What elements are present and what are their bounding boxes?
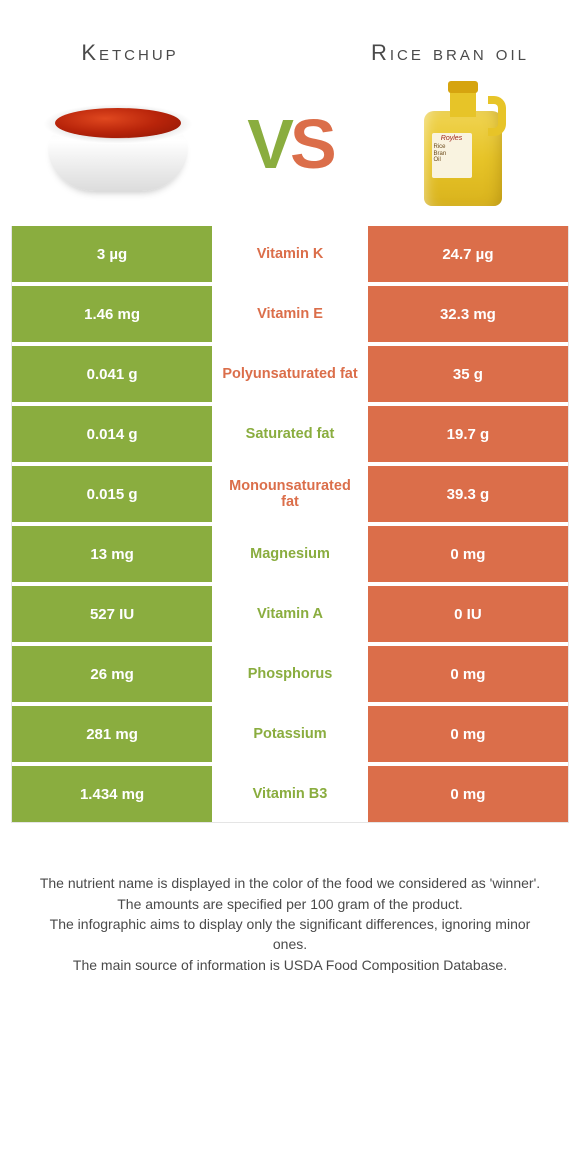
footer-line: The infographic aims to display only the… (35, 914, 545, 955)
right-value-cell: 0 mg (368, 646, 568, 702)
left-value-cell: 3 µg (12, 226, 212, 282)
right-value-cell: 19.7 g (368, 406, 568, 462)
vs-s: S (290, 105, 333, 183)
table-row: 527 IUVitamin A0 IU (12, 582, 568, 642)
left-value-cell: 0.014 g (12, 406, 212, 462)
right-value-cell: 0 mg (368, 766, 568, 822)
table-row: 1.46 mgVitamin E32.3 mg (12, 282, 568, 342)
left-value-cell: 1.434 mg (12, 766, 212, 822)
table-row: 0.015 gMonounsaturated fat39.3 g (12, 462, 568, 522)
table-row: 1.434 mgVitamin B30 mg (12, 762, 568, 822)
ketchup-bowl-icon (43, 96, 193, 191)
right-value-cell: 0 IU (368, 586, 568, 642)
nutrient-label: Vitamin A (212, 586, 368, 642)
nutrient-label: Potassium (212, 706, 368, 762)
titles-row: Ketchup Rice bran oil (0, 0, 580, 81)
left-food-image (40, 86, 195, 201)
right-value-cell: 39.3 g (368, 466, 568, 522)
nutrient-label: Phosphorus (212, 646, 368, 702)
nutrient-label: Vitamin B3 (212, 766, 368, 822)
footer-line: The nutrient name is displayed in the co… (35, 873, 545, 893)
nutrient-label: Polyunsaturated fat (212, 346, 368, 402)
nutrient-label: Monounsaturated fat (212, 466, 368, 522)
infographic-container: Ketchup Rice bran oil VS Royles Rice (0, 0, 580, 975)
right-food-image: Royles Rice Bran Oil (385, 86, 540, 201)
vs-label: VS (247, 104, 332, 184)
left-value-cell: 13 mg (12, 526, 212, 582)
table-row: 3 µgVitamin K24.7 µg (12, 226, 568, 282)
right-value-cell: 35 g (368, 346, 568, 402)
footer-line: The main source of information is USDA F… (35, 955, 545, 975)
oil-bottle-icon: Royles Rice Bran Oil (418, 81, 508, 206)
nutrient-label: Vitamin E (212, 286, 368, 342)
right-value-cell: 0 mg (368, 706, 568, 762)
images-row: VS Royles Rice Bran Oil (0, 81, 580, 226)
comparison-table: 3 µgVitamin K24.7 µg1.46 mgVitamin E32.3… (11, 226, 569, 823)
left-food-title: Ketchup (30, 40, 230, 66)
nutrient-label: Magnesium (212, 526, 368, 582)
table-row: 13 mgMagnesium0 mg (12, 522, 568, 582)
right-food-title: Rice bran oil (350, 40, 550, 66)
vs-v: V (247, 105, 290, 183)
left-value-cell: 26 mg (12, 646, 212, 702)
right-value-cell: 24.7 µg (368, 226, 568, 282)
left-value-cell: 527 IU (12, 586, 212, 642)
table-row: 0.041 gPolyunsaturated fat35 g (12, 342, 568, 402)
table-row: 281 mgPotassium0 mg (12, 702, 568, 762)
right-value-cell: 32.3 mg (368, 286, 568, 342)
nutrient-label: Vitamin K (212, 226, 368, 282)
nutrient-label: Saturated fat (212, 406, 368, 462)
left-value-cell: 0.041 g (12, 346, 212, 402)
table-row: 0.014 gSaturated fat19.7 g (12, 402, 568, 462)
footer-line: The amounts are specified per 100 gram o… (35, 894, 545, 914)
table-row: 26 mgPhosphorus0 mg (12, 642, 568, 702)
footer-notes: The nutrient name is displayed in the co… (0, 823, 580, 974)
left-value-cell: 1.46 mg (12, 286, 212, 342)
left-value-cell: 0.015 g (12, 466, 212, 522)
right-value-cell: 0 mg (368, 526, 568, 582)
left-value-cell: 281 mg (12, 706, 212, 762)
